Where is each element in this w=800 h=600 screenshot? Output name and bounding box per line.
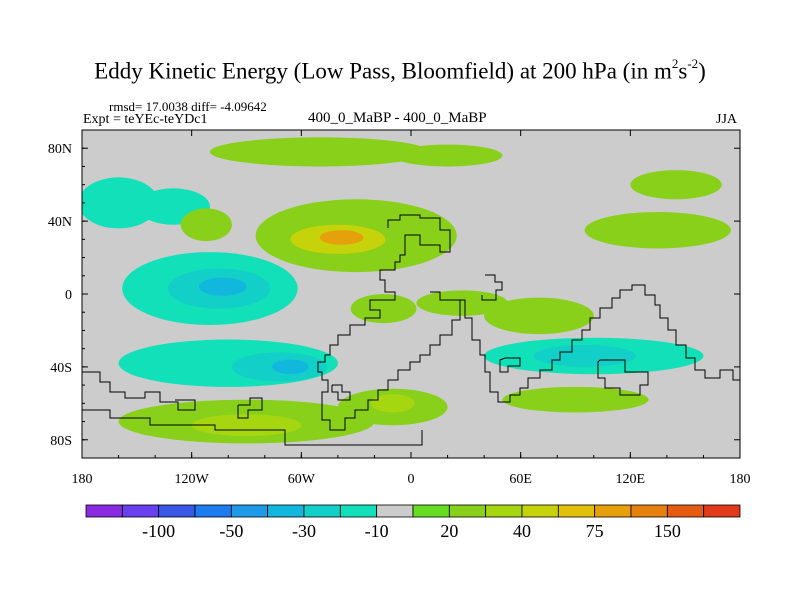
colorbar-label: 150 bbox=[654, 521, 681, 541]
region-north-pacific-negative bbox=[82, 177, 159, 229]
region-north-east-pacific-positive bbox=[180, 208, 232, 242]
region-north-asia-positive bbox=[630, 170, 722, 200]
colorbar-label: -10 bbox=[365, 521, 389, 541]
colorbar-swatch bbox=[412, 504, 450, 518]
coast-islands-s bbox=[237, 397, 263, 419]
colorbar-swatch bbox=[339, 504, 378, 518]
x-tick-label: 0 bbox=[408, 472, 415, 487]
chart-title: Eddy Kinetic Energy (Low Pass, Bloomfiel… bbox=[94, 56, 706, 84]
x-tick-label: 180 bbox=[72, 472, 93, 487]
colorbar-label: -30 bbox=[292, 521, 316, 541]
region-south-indian-negative-2 bbox=[533, 345, 636, 367]
axes: 180 120W 60W 0 60E 120E 180 80N 40N 0 40S 80S bbox=[48, 129, 751, 487]
coast-islands-e bbox=[499, 357, 521, 373]
experiment-label: Expt = teYEc-teYDc1 bbox=[83, 112, 208, 127]
y-tick-label: 80N bbox=[48, 142, 72, 157]
colorbar-swatch bbox=[485, 504, 523, 518]
coast-americas bbox=[317, 214, 461, 431]
colorbar-swatch bbox=[594, 504, 632, 518]
region-africa-positive bbox=[416, 290, 508, 316]
colorbar-swatch bbox=[557, 504, 596, 518]
region-south-atlantic-core bbox=[370, 394, 415, 413]
colorbar-swatch bbox=[267, 504, 305, 518]
coast-greenland bbox=[331, 384, 351, 401]
x-tick-label: 120W bbox=[175, 472, 210, 487]
colorbar-label: 75 bbox=[586, 521, 604, 541]
colorbar-swatch bbox=[121, 504, 160, 518]
coast-australia bbox=[597, 359, 649, 396]
colorbar-swatch bbox=[448, 504, 487, 518]
x-tick-label: 120E bbox=[616, 472, 646, 487]
x-tick-label: 60W bbox=[288, 472, 316, 487]
coast-antarctica bbox=[82, 409, 423, 446]
region-indian-ocean-positive bbox=[484, 297, 594, 335]
colorbar-swatch bbox=[230, 504, 269, 518]
coast-north-africa bbox=[481, 274, 503, 301]
colorbar-swatch bbox=[194, 504, 232, 518]
colorbar-label: 20 bbox=[440, 521, 458, 541]
region-south-indian-positive bbox=[502, 386, 649, 413]
y-tick-label: 40N bbox=[48, 215, 72, 230]
x-tick-label: 180 bbox=[730, 472, 751, 487]
contour-regions bbox=[82, 137, 731, 444]
x-tick-label: 60E bbox=[509, 472, 532, 487]
colorbar-label: 40 bbox=[513, 521, 531, 541]
colorbar: -100 -50 -30 -10 20 40 75 150 bbox=[85, 504, 741, 541]
y-tick-label: 40S bbox=[50, 361, 72, 376]
difference-label: 400_0_MaBP - 400_0_MaBP bbox=[308, 110, 487, 126]
region-arctic-east-positive bbox=[392, 144, 503, 167]
y-tick-label: 0 bbox=[65, 288, 72, 303]
region-atlantic-jet-peak bbox=[319, 230, 364, 245]
region-central-pacific-negative-3 bbox=[198, 277, 247, 296]
region-south-pacific-negative-3 bbox=[272, 359, 309, 375]
colorbar-swatch bbox=[303, 504, 341, 518]
colorbar-swatch bbox=[630, 504, 668, 518]
colorbar-swatch bbox=[666, 504, 705, 518]
region-southern-ocean-positive-2 bbox=[191, 414, 302, 437]
colorbar-swatch bbox=[158, 504, 196, 518]
region-arctic-positive bbox=[209, 137, 430, 167]
coast-islands-sw bbox=[82, 371, 196, 411]
coastlines bbox=[82, 214, 740, 446]
colorbar-label: -100 bbox=[142, 521, 175, 541]
coast-eurasia-africa bbox=[460, 284, 740, 403]
colorbar-swatch bbox=[703, 504, 741, 518]
y-tick-label: 80S bbox=[50, 434, 72, 449]
colorbar-label: -50 bbox=[219, 521, 243, 541]
colorbar-swatch bbox=[521, 504, 559, 518]
colorbar-swatch bbox=[85, 504, 123, 518]
region-east-asia-positive bbox=[584, 212, 731, 249]
region-tropical-atlantic-positive bbox=[350, 294, 417, 324]
rmsd-diff-stats: rmsd= 17.0038 diff= -4.09642 bbox=[109, 99, 267, 114]
colorbar-swatch bbox=[376, 504, 414, 518]
season-label: JJA bbox=[716, 112, 738, 127]
